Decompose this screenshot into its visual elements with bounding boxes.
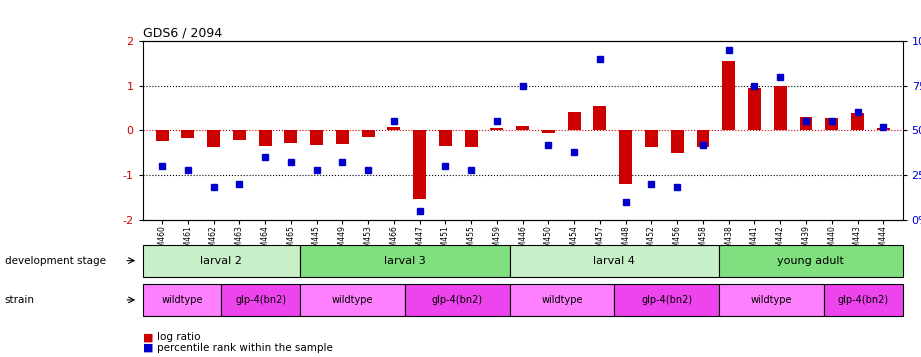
Text: development stage: development stage [5,256,106,266]
Bar [567,111,580,130]
Text: GDS6 / 2094: GDS6 / 2094 [143,27,222,40]
Bar [491,128,504,130]
Bar [465,130,478,147]
Bar [593,106,606,130]
Text: young adult: young adult [777,256,845,266]
Text: glp-4(bn2): glp-4(bn2) [235,295,286,305]
Bar [774,86,787,130]
Bar [439,130,452,146]
Bar [336,130,349,144]
Text: larval 2: larval 2 [201,256,242,266]
Text: log ratio: log ratio [157,332,200,342]
Bar [414,130,426,200]
Bar [362,130,375,137]
Bar [670,130,683,153]
Bar [748,88,761,130]
Bar [285,130,297,143]
Bar [799,117,812,130]
Text: percentile rank within the sample: percentile rank within the sample [157,343,332,353]
Bar [310,130,323,145]
Bar [542,130,554,132]
Bar [722,61,735,130]
Bar [825,118,838,130]
Text: glp-4(bn2): glp-4(bn2) [432,295,483,305]
Bar [388,127,401,130]
Text: glp-4(bn2): glp-4(bn2) [838,295,889,305]
Text: ■: ■ [143,332,153,342]
Text: wildtype: wildtype [542,295,583,305]
Bar [517,126,529,130]
Bar [645,130,658,147]
Text: glp-4(bn2): glp-4(bn2) [641,295,693,305]
Text: wildtype: wildtype [751,295,792,305]
Bar [259,130,272,146]
Bar [156,130,169,141]
Bar [877,128,890,130]
Bar [851,114,864,130]
Bar [207,130,220,147]
Text: larval 4: larval 4 [593,256,635,266]
Bar [696,130,709,147]
Text: ■: ■ [143,343,153,353]
Text: larval 3: larval 3 [384,256,426,266]
Bar [233,130,246,140]
Text: wildtype: wildtype [332,295,373,305]
Bar [181,130,194,138]
Text: wildtype: wildtype [161,295,203,305]
Bar [619,130,632,184]
Text: strain: strain [5,295,35,305]
